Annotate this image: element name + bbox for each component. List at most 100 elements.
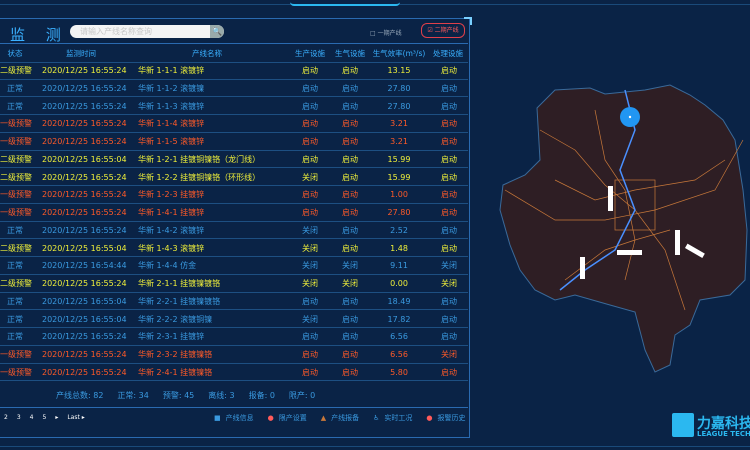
- cell-status: 正常: [7, 225, 23, 235]
- cell-time: 2020/12/25 16:55:04: [42, 296, 127, 306]
- col-status[interactable]: 状态: [7, 49, 23, 58]
- cell-status: 正常: [7, 101, 23, 111]
- page-link[interactable]: 5: [42, 414, 47, 421]
- table-row[interactable]: 正常 2020/12/25 16:55:04 华新 2-2-1 挂镀镍镀铬 启动 启动 1…: [0, 293, 468, 311]
- pagination: 2 3 4 5 ▸ Last ▸: [4, 414, 94, 421]
- cell-gas: 启动: [342, 367, 358, 377]
- table-row[interactable]: 二级预警 2020/12/25 16:55:04 华新 1-4-3 滚镀锌 关闭 启动 1…: [0, 240, 468, 258]
- cell-name: 华新 1-1-4 滚镀锌: [138, 119, 205, 129]
- link-warning[interactable]: ▲ 产线报备: [321, 414, 359, 422]
- cell-time: 2020/12/25 16:55:24: [42, 172, 127, 182]
- cell-name: 华新 2-2-1 挂镀镍镀铬: [138, 296, 221, 306]
- page-link[interactable]: Last ▸: [67, 414, 85, 421]
- search-icon[interactable]: 🔍: [210, 25, 224, 38]
- cell-eff: 6.56: [390, 350, 408, 359]
- table-row[interactable]: 一级预警 2020/12/25 16:55:24 华新 2-4-1 挂镀镍铬 启动 启动…: [0, 364, 468, 382]
- search-placeholder: 请输入产线名称查询: [80, 27, 152, 36]
- cell-eff: 9.11: [390, 261, 408, 271]
- cell-prod: 关闭: [302, 225, 318, 235]
- cell-name: 华新 1-2-3 挂镀锌: [138, 190, 205, 200]
- table-row[interactable]: 一级预警 2020/12/25 16:55:24 华新 1-1-4 滚镀锌 启动 启动 3…: [0, 115, 468, 133]
- table-row[interactable]: 二级预警 2020/12/25 16:55:24 华新 1-2-2 挂镀铜镍铬（环形…: [0, 169, 468, 187]
- cell-gas: 关闭: [342, 279, 358, 288]
- cell-eff: 17.82: [387, 314, 411, 324]
- cell-eff: 27.80: [387, 208, 411, 217]
- link-history[interactable]: ● 报警历史: [426, 414, 465, 422]
- cell-prod: 关闭: [302, 279, 318, 288]
- table-row[interactable]: 一级预警 2020/12/25 16:55:24 华新 1-1-5 滚镀锌 启动 启动 3…: [0, 133, 468, 151]
- col-treatment[interactable]: 处理设施: [433, 49, 463, 58]
- page-link[interactable]: 3: [16, 414, 21, 421]
- link-limit[interactable]: ● 限产设置: [268, 414, 307, 422]
- cell-time: 2020/12/25 16:54:44: [42, 261, 127, 271]
- stat-item: 预警: 45: [162, 391, 195, 400]
- link-label: 产线信息: [225, 414, 254, 422]
- cell-gas: 启动: [342, 66, 358, 75]
- cell-gas: 启动: [342, 332, 358, 342]
- table-row[interactable]: 正常 2020/12/25 16:55:24 华新 1-1-2 滚镀镍 启动 启动 27.…: [0, 80, 468, 98]
- table-row[interactable]: 正常 2020/12/25 16:55:04 华新 2-2-2 滚镀铜镍 关闭 启动 17…: [0, 311, 468, 329]
- cell-name: 华新 1-2-2 挂镀铜镍铬（环形线）: [138, 172, 261, 182]
- page-link[interactable]: ▸: [55, 414, 59, 421]
- table-header: 状态 监测时间 产线名称 生产设施 生气设施 生气效率(m³/s) 处理设施: [0, 45, 468, 63]
- site-markers: [580, 186, 705, 279]
- col-efficiency[interactable]: 生气效率(m³/s): [372, 49, 426, 58]
- limit-icon: ●: [267, 414, 274, 422]
- cell-treat: 启动: [441, 101, 457, 111]
- cell-prod: 关闭: [302, 261, 318, 271]
- table-row[interactable]: 一级预警 2020/12/25 16:55:24 华新 1-2-3 挂镀锌 启动 启动 1…: [0, 186, 468, 204]
- cell-name: 华新 1-4-2 滚镀锌: [138, 225, 205, 235]
- cell-prod: 启动: [302, 66, 318, 75]
- cell-eff: 6.56: [390, 332, 408, 342]
- table-row[interactable]: 正常 2020/12/25 16:55:24 华新 2-3-1 挂镀锌 启动 启动 6.5…: [0, 328, 468, 346]
- cell-time: 2020/12/25 16:55:24: [42, 279, 127, 288]
- cell-treat: 关闭: [441, 279, 457, 288]
- cell-name: 华新 1-4-3 滚镀锌: [138, 243, 205, 253]
- cell-eff: 15.99: [387, 172, 411, 182]
- cell-name: 华新 1-4-4 仿金: [138, 261, 197, 271]
- cell-gas: 启动: [342, 350, 358, 359]
- cell-eff: 1.48: [390, 243, 408, 253]
- table-row[interactable]: 二级预警 2020/12/25 16:55:04 华新 1-2-1 挂镀铜镍铬（龙门…: [0, 151, 468, 169]
- col-production[interactable]: 生产设施: [295, 49, 325, 58]
- col-time[interactable]: 监测时间: [66, 49, 96, 58]
- cell-gas: 启动: [342, 172, 358, 182]
- cell-treat: 启动: [441, 296, 457, 306]
- cell-prod: 启动: [302, 154, 318, 164]
- cell-prod: 启动: [302, 350, 318, 359]
- cell-eff: 27.80: [387, 83, 411, 93]
- region-map[interactable]: [495, 80, 750, 380]
- action-links: ■ 产线信息 ● 限产设置 ▲ 产线报备 ♿ 实时工况 ● 报警历史: [200, 413, 466, 423]
- table-row[interactable]: 二级预警 2020/12/25 16:55:24 华新 1-1-1 滚镀锌 启动 启动 1…: [0, 62, 468, 80]
- cell-time: 2020/12/25 16:55:24: [42, 101, 127, 111]
- table-row[interactable]: 一级预警 2020/12/25 16:55:24 华新 2-3-2 挂镀镍铬 启动 启动…: [0, 346, 468, 364]
- link-info[interactable]: ■ 产线信息: [214, 414, 254, 422]
- search-input[interactable]: 请输入产线名称查询 🔍: [70, 25, 224, 38]
- cell-prod: 启动: [302, 208, 318, 217]
- cell-status: 一级预警: [0, 137, 32, 146]
- cell-eff: 27.80: [387, 101, 411, 111]
- table-row[interactable]: 二级预警 2020/12/25 16:55:24 华新 2-1-1 挂镀镍镀铬 关闭 关…: [0, 275, 468, 293]
- cell-name: 华新 2-2-2 滚镀铜镍: [138, 314, 213, 324]
- table-row[interactable]: 正常 2020/12/25 16:54:44 华新 1-4-4 仿金 关闭 关闭 9.11…: [0, 257, 468, 275]
- link-worker[interactable]: ♿ 实时工况: [373, 414, 412, 422]
- phase-one-checkbox[interactable]: □ 一期产线: [370, 30, 402, 37]
- header-divider: [0, 43, 468, 44]
- stat-item: 报备: 0: [248, 391, 275, 400]
- cell-status: 二级预警: [0, 154, 32, 164]
- col-name[interactable]: 产线名称: [192, 49, 222, 58]
- page-link[interactable]: 4: [29, 414, 34, 421]
- cell-gas: 启动: [342, 119, 358, 129]
- cell-treat: 启动: [441, 367, 457, 377]
- table-row[interactable]: 正常 2020/12/25 16:55:24 华新 1-4-2 滚镀锌 关闭 启动 2.5…: [0, 222, 468, 240]
- table-row[interactable]: 正常 2020/12/25 16:55:24 华新 1-1-3 滚镀锌 启动 启动 27.…: [0, 98, 468, 116]
- cell-eff: 2.52: [390, 225, 408, 235]
- cell-name: 华新 1-1-5 滚镀锌: [138, 137, 205, 146]
- cell-prod: 启动: [302, 296, 318, 306]
- cell-prod: 关闭: [302, 172, 318, 182]
- page-link[interactable]: 2: [4, 414, 8, 421]
- col-gas[interactable]: 生气设施: [335, 49, 365, 58]
- cell-eff: 0.00: [390, 279, 408, 288]
- table-row[interactable]: 一级预警 2020/12/25 16:55:24 华新 1-4-1 挂镀锌 启动 启动 2…: [0, 204, 468, 222]
- phase-two-checkbox[interactable]: ☑ 二期产线: [421, 23, 465, 38]
